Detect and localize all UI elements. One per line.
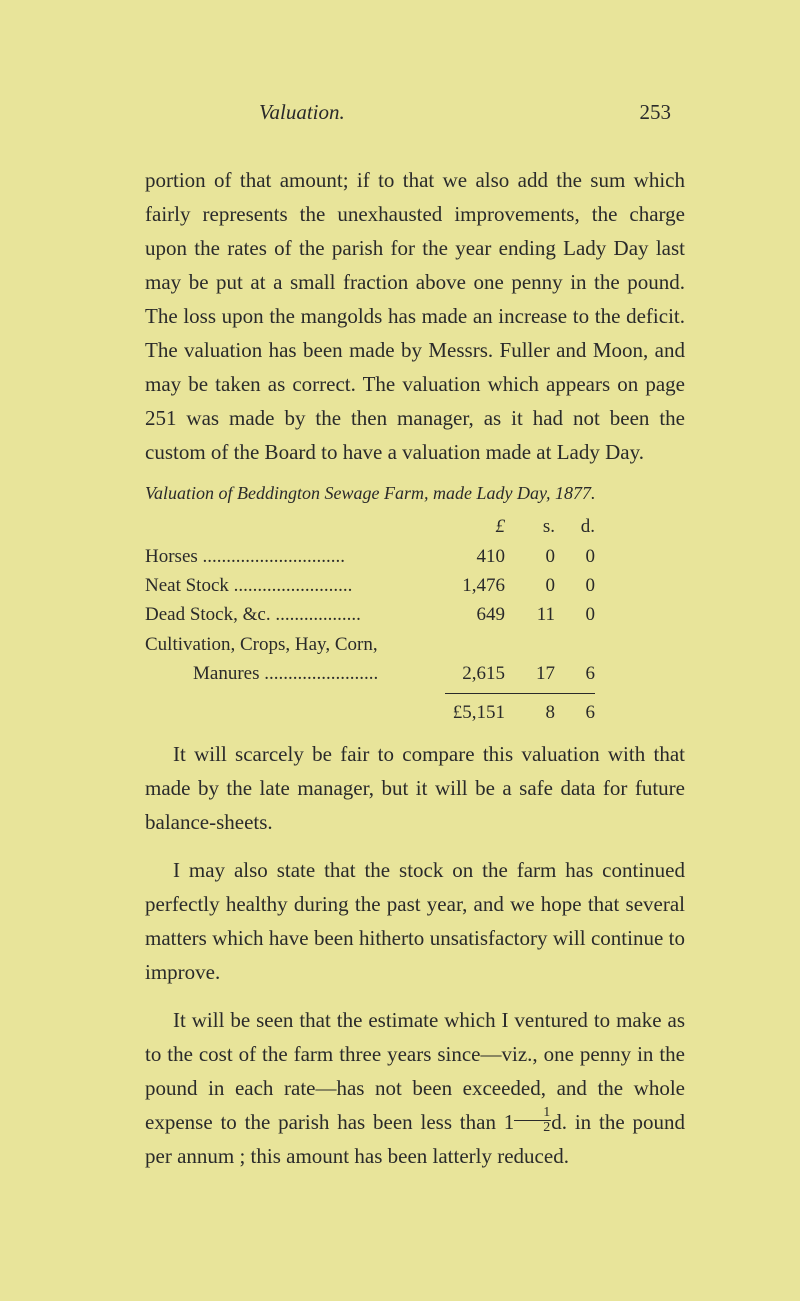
valuation-title: Valuation of Beddington Sewage Farm, mad… <box>145 483 685 504</box>
total-pounds: £5,151 <box>415 698 505 727</box>
row-shillings: 0 <box>505 571 555 600</box>
row-label: Neat Stock ......................... <box>145 571 435 600</box>
valuation-header-row: £ s. d. <box>145 512 685 541</box>
row-pounds: 649 <box>435 600 505 629</box>
row-pence: 0 <box>555 571 595 600</box>
col-pounds: £ <box>435 512 505 541</box>
row-label: Manures ........................ <box>145 659 435 688</box>
rule-line <box>445 693 595 694</box>
row-label: Dead Stock, &c. .................. <box>145 600 435 629</box>
running-title: Valuation. <box>259 100 345 125</box>
col-pence: d. <box>555 512 595 541</box>
col-shillings: s. <box>505 512 555 541</box>
row-pence: 6 <box>555 659 595 688</box>
row-shillings: 17 <box>505 659 555 688</box>
valuation-table: £ s. d. Horses .........................… <box>145 512 685 727</box>
valuation-row: Manures ........................ 2,615 1… <box>145 659 685 688</box>
paragraph-3: I may also state that the stock on the f… <box>145 853 685 989</box>
row-label: Cultivation, Crops, Hay, Corn, <box>145 630 435 659</box>
valuation-row: Neat Stock ......................... 1,4… <box>145 571 685 600</box>
blank <box>145 512 435 541</box>
total-shillings: 8 <box>505 698 555 727</box>
row-pounds: 1,476 <box>435 571 505 600</box>
total-label <box>145 698 415 727</box>
row-pence <box>555 630 595 659</box>
total-pence: 6 <box>555 698 595 727</box>
row-shillings <box>505 630 555 659</box>
paragraph-2: It will scarcely be fair to compare this… <box>145 737 685 839</box>
row-shillings: 0 <box>505 542 555 571</box>
paragraph-1: portion of that amount; if to that we al… <box>145 163 685 469</box>
paragraph-4: It will be seen that the estimate which … <box>145 1003 685 1173</box>
valuation-total-row: £5,151 8 6 <box>145 698 685 727</box>
row-pounds: 410 <box>435 542 505 571</box>
fraction-num: 1 <box>514 1106 551 1121</box>
row-pounds <box>435 630 505 659</box>
valuation-row: Dead Stock, &c. .................. 649 1… <box>145 600 685 629</box>
fraction-den: 2 <box>514 1121 551 1135</box>
row-label: Horses .............................. <box>145 542 435 571</box>
valuation-row: Horses .............................. 41… <box>145 542 685 571</box>
row-pounds: 2,615 <box>435 659 505 688</box>
row-pence: 0 <box>555 542 595 571</box>
fraction-half: 12 <box>514 1106 551 1135</box>
valuation-row: Cultivation, Crops, Hay, Corn, <box>145 630 685 659</box>
page: Valuation. 253 portion of that amount; i… <box>0 0 800 1247</box>
page-number: 253 <box>640 100 672 125</box>
row-pence: 0 <box>555 600 595 629</box>
row-shillings: 11 <box>505 600 555 629</box>
page-header: Valuation. 253 <box>145 100 685 125</box>
